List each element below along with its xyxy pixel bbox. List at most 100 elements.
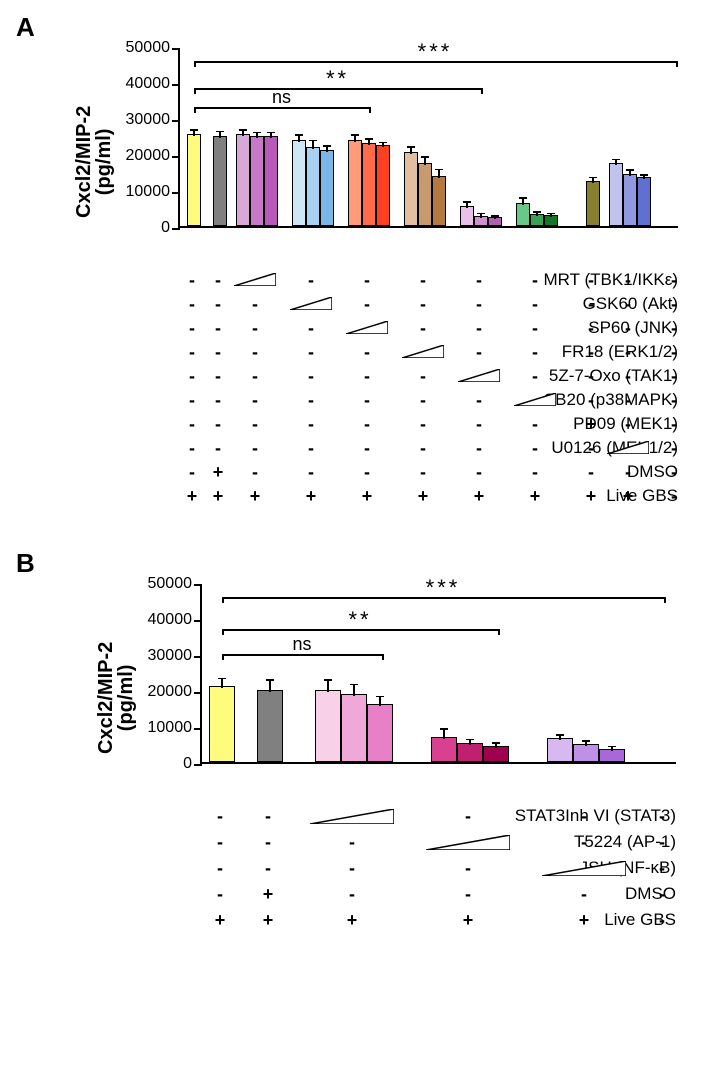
minus-icon: - (476, 342, 482, 363)
panel-b-label: B (16, 548, 35, 579)
plus-icon: + (213, 462, 224, 483)
minus-icon: - (625, 342, 631, 363)
bar (320, 150, 334, 226)
error-cap (407, 146, 415, 148)
minus-icon: - (532, 318, 538, 339)
ytick-label: 10000 (126, 183, 181, 201)
error-cap (582, 740, 590, 742)
plus-icon: + (623, 486, 634, 507)
panel-b-chart: 01000020000300004000050000ns***** (200, 584, 676, 764)
minus-icon: - (265, 832, 271, 853)
plus-icon: + (579, 910, 590, 931)
bar (209, 686, 235, 762)
bars (202, 584, 676, 762)
bar (315, 690, 341, 762)
minus-icon: - (217, 884, 223, 905)
minus-icon: - (625, 318, 631, 339)
ytick-label: 40000 (126, 75, 181, 93)
minus-icon: - (349, 832, 355, 853)
minus-icon: - (420, 414, 426, 435)
minus-icon: - (215, 390, 221, 411)
panel-a: A 01000020000300004000050000ns***** Cxcl… (8, 12, 701, 520)
plus-icon: + (250, 486, 261, 507)
minus-icon: - (189, 390, 195, 411)
error-bar (379, 696, 381, 707)
minus-icon: - (476, 414, 482, 435)
minus-icon: - (659, 884, 665, 905)
minus-icon: - (189, 270, 195, 291)
error-cap (547, 213, 555, 215)
ytick-label: 30000 (148, 647, 203, 665)
minus-icon: - (420, 366, 426, 387)
plus-icon: + (215, 910, 226, 931)
error-cap (435, 169, 443, 171)
significance-label: ** (348, 607, 371, 633)
bar (431, 737, 457, 762)
minus-icon: - (659, 832, 665, 853)
bar (404, 152, 418, 226)
plus-icon: + (347, 910, 358, 931)
minus-icon: - (588, 270, 594, 291)
minus-icon: - (215, 438, 221, 459)
minus-icon: - (189, 342, 195, 363)
minus-icon: - (217, 832, 223, 853)
dose-triangle-icon (514, 393, 556, 406)
minus-icon: - (252, 390, 258, 411)
minus-icon: - (420, 438, 426, 459)
error-cap (239, 129, 247, 131)
error-cap (492, 742, 500, 744)
minus-icon: - (189, 318, 195, 339)
error-cap (323, 145, 331, 147)
plus-icon: + (362, 486, 373, 507)
error-cap (626, 169, 634, 171)
bar (341, 694, 367, 762)
minus-icon: - (215, 366, 221, 387)
plus-icon: + (306, 486, 317, 507)
bar (257, 690, 283, 762)
ylabel-a-2: (pg/ml) (93, 129, 115, 196)
panel-b-ylabel: Cxcl2/MIP-2 (pg/ml) (96, 642, 136, 754)
significance-tick (194, 61, 196, 67)
bar (367, 704, 393, 762)
minus-icon: - (588, 438, 594, 459)
minus-icon: - (252, 414, 258, 435)
significance-tick (369, 107, 371, 113)
significance-tick (194, 88, 196, 94)
minus-icon: - (581, 832, 587, 853)
significance-tick (222, 629, 224, 635)
plus-icon: + (586, 414, 597, 435)
minus-icon: - (476, 270, 482, 291)
minus-icon: - (625, 270, 631, 291)
panel-a-chart: 01000020000300004000050000ns***** (178, 48, 678, 228)
significance-label: ns (292, 634, 311, 655)
error-cap (253, 132, 261, 134)
plus-icon: + (263, 884, 274, 905)
minus-icon: - (671, 438, 677, 459)
minus-icon: - (252, 366, 258, 387)
minus-icon: - (476, 318, 482, 339)
minus-icon: - (265, 806, 271, 827)
bar (362, 143, 376, 226)
minus-icon: - (308, 366, 314, 387)
minus-icon: - (532, 270, 538, 291)
ylabel-a-1: Cxcl2/MIP-2 (73, 106, 95, 218)
significance-tick (664, 597, 666, 603)
minus-icon: - (364, 414, 370, 435)
significance-label: *** (418, 39, 453, 65)
minus-icon: - (217, 858, 223, 879)
bars (180, 48, 678, 226)
ytick-label: 30000 (126, 111, 181, 129)
minus-icon: - (625, 462, 631, 483)
bar (516, 203, 530, 226)
minus-icon: - (308, 438, 314, 459)
minus-icon: - (215, 270, 221, 291)
minus-icon: - (420, 390, 426, 411)
error-cap (519, 197, 527, 199)
minus-icon: - (364, 342, 370, 363)
error-cap (295, 134, 303, 136)
bar (213, 136, 227, 226)
dose-triangle-icon (234, 273, 276, 286)
bar (376, 145, 390, 226)
error-cap (477, 213, 485, 215)
bar (418, 163, 432, 226)
